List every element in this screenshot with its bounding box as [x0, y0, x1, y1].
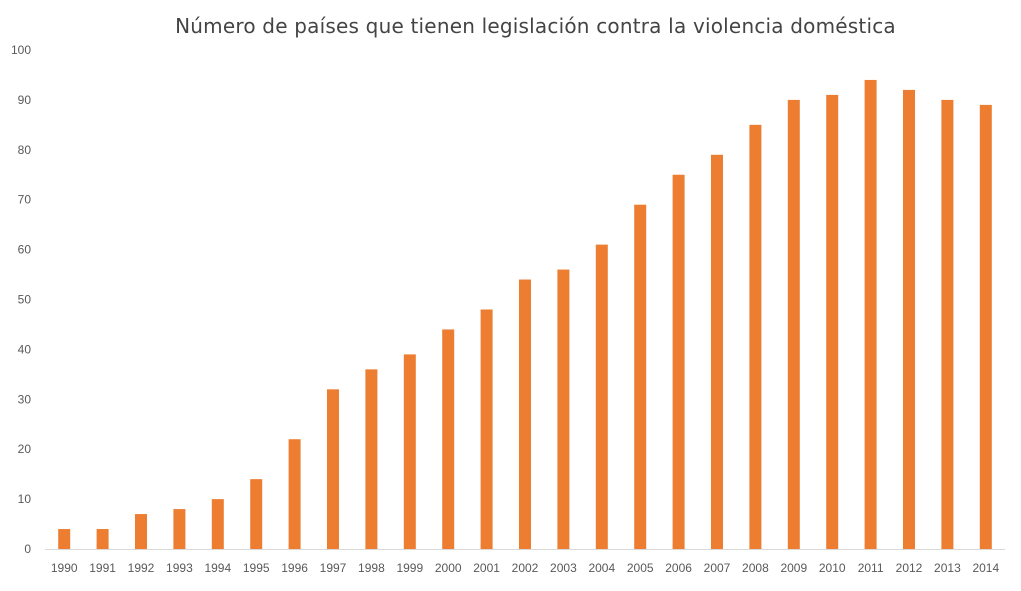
x-tick-label: 1993 [166, 561, 193, 575]
x-tick-label: 2010 [819, 561, 846, 575]
y-tick-label: 10 [18, 492, 32, 506]
bar [903, 89, 915, 550]
bar [787, 99, 800, 550]
x-tick-label: 2003 [550, 561, 577, 575]
x-tick-label: 2001 [473, 561, 500, 575]
bar [979, 104, 992, 549]
bar [173, 509, 186, 549]
y-tick-label: 20 [18, 442, 32, 456]
bar [826, 94, 839, 549]
y-tick-label: 30 [18, 392, 32, 406]
x-tick-label: 2005 [627, 561, 654, 575]
x-tick-label: 1992 [128, 561, 155, 575]
x-tick-label: 2008 [742, 561, 769, 575]
y-tick-label: 40 [18, 342, 32, 356]
x-tick-label: 1995 [243, 561, 270, 575]
bar [442, 329, 455, 549]
bar [519, 279, 531, 549]
bar [327, 389, 339, 549]
y-tick-label: 50 [18, 293, 32, 307]
bar [58, 529, 71, 549]
chart-title: Número de países que tienen legislación … [175, 14, 896, 38]
x-tick-label: 2011 [858, 561, 884, 575]
bar [595, 244, 608, 550]
bar [864, 79, 877, 549]
bar [711, 154, 723, 550]
bar [403, 354, 416, 549]
x-tick-label: 1999 [396, 561, 423, 575]
x-tick-label: 2012 [896, 561, 923, 575]
x-tick-label: 1996 [281, 561, 308, 575]
x-tick-label: 2006 [665, 561, 692, 575]
x-tick-label: 2000 [435, 561, 462, 575]
bar [250, 479, 263, 549]
bar [749, 124, 762, 549]
y-tick-label: 100 [11, 43, 31, 57]
x-tick-label: 1990 [51, 561, 78, 575]
x-tick-label: 2009 [780, 561, 807, 575]
bar [211, 499, 224, 549]
bar [480, 309, 493, 549]
x-tick-label: 2013 [934, 561, 961, 575]
y-tick-label: 90 [18, 93, 32, 107]
x-tick-label: 1998 [358, 561, 385, 575]
y-tick-label: 80 [18, 143, 32, 157]
bar [941, 99, 954, 550]
bar [96, 529, 109, 549]
x-tick-label: 2004 [588, 561, 615, 575]
y-tick-label: 0 [24, 542, 31, 556]
x-tick-label: 2007 [704, 561, 731, 575]
bar [365, 369, 378, 549]
bar [672, 174, 685, 549]
x-tick-label: 1994 [204, 561, 231, 575]
bar [557, 269, 570, 549]
y-tick-label: 70 [18, 193, 32, 207]
y-tick-label: 60 [18, 243, 32, 257]
x-tick-label: 1991 [89, 561, 116, 575]
x-tick-label: 1997 [320, 561, 347, 575]
bar [634, 204, 647, 549]
bar [288, 439, 301, 549]
bar [135, 514, 147, 549]
x-tick-label: 2002 [512, 561, 539, 575]
x-tick-label: 2014 [972, 561, 999, 575]
